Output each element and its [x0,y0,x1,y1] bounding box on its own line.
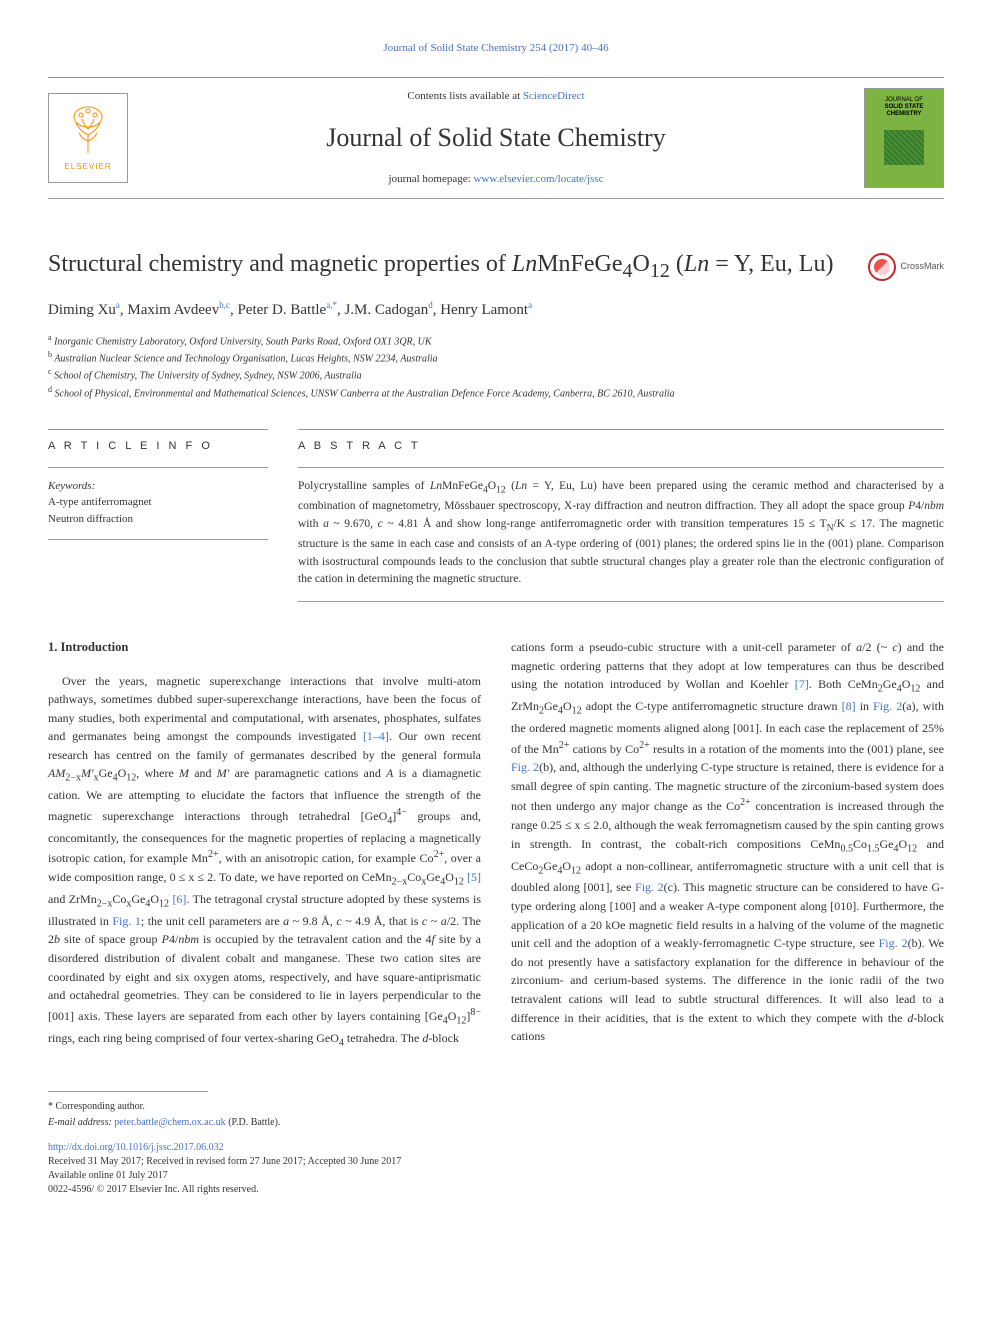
keywords-label: Keywords: [48,478,268,495]
title-row: Structural chemistry and magnetic proper… [48,249,944,284]
elsevier-logo[interactable]: ELSEVIER [48,93,128,183]
article-title: Structural chemistry and magnetic proper… [48,249,852,284]
affiliation-line: b Australian Nuclear Science and Technol… [48,349,944,366]
homepage-link[interactable]: www.elsevier.com/locate/jssc [473,173,603,185]
corresponding-author: * Corresponding author. [48,1100,944,1114]
crossmark-icon [868,253,896,281]
journal-name: Journal of Solid State Chemistry [128,118,864,157]
abstract-heading: A B S T R A C T [298,429,944,455]
affiliation-line: d School of Physical, Environmental and … [48,384,944,401]
received-line: Received 31 May 2017; Received in revise… [48,1155,944,1169]
abstract-column: A B S T R A C T Polycrystalline samples … [298,429,944,602]
elsevier-text: ELSEVIER [64,161,111,173]
cover-graphic-icon [884,130,924,165]
top-journal-link[interactable]: Journal of Solid State Chemistry 254 (20… [48,40,944,57]
abstract-text: Polycrystalline samples of LnMnFeGe4O12 … [298,478,944,603]
body-columns: 1. Introduction Over the years, magnetic… [48,638,944,1050]
keywords-list: A-type antiferromagnetNeutron diffractio… [48,494,268,527]
affiliation-line: c School of Chemistry, The University of… [48,366,944,383]
journal-header: ELSEVIER Contents lists available at Sci… [48,77,944,199]
body-para-1: Over the years, magnetic superexchange i… [48,672,481,1051]
homepage-label: journal homepage: [389,173,474,185]
doi-link[interactable]: http://dx.doi.org/10.1016/j.jssc.2017.06… [48,1140,944,1155]
authors-list: Diming Xua, Maxim Avdeevb,c, Peter D. Ba… [48,299,944,322]
available-line: Available online 01 July 2017 [48,1169,944,1183]
footer: * Corresponding author. E-mail address: … [48,1091,944,1197]
article-info-column: A R T I C L E I N F O Keywords: A-type a… [48,429,268,602]
email-line: E-mail address: peter.battle@chem.ox.ac.… [48,1116,944,1130]
sciencedirect-link[interactable]: ScienceDirect [523,90,585,102]
crossmark-label: CrossMark [900,260,944,274]
body-para-2: cations form a pseudo-cubic structure wi… [511,638,944,1046]
affiliations: a Inorganic Chemistry Laboratory, Oxford… [48,332,944,401]
email-suffix: (P.D. Battle). [226,1117,281,1128]
info-abstract-row: A R T I C L E I N F O Keywords: A-type a… [48,429,944,602]
contents-label: Contents lists available at [407,90,522,102]
intro-heading: 1. Introduction [48,638,481,657]
homepage-line: journal homepage: www.elsevier.com/locat… [128,171,864,188]
email-link[interactable]: peter.battle@chem.ox.ac.uk [114,1117,225,1128]
contents-line: Contents lists available at ScienceDirec… [128,88,864,105]
keyword-item: A-type antiferromagnet [48,494,268,511]
email-label: E-mail address: [48,1117,114,1128]
journal-cover[interactable]: JOURNAL OF SOLID STATE CHEMISTRY [864,88,944,188]
article-info-heading: A R T I C L E I N F O [48,429,268,455]
elsevier-tree-icon [63,102,113,157]
header-center: Contents lists available at ScienceDirec… [128,88,864,188]
crossmark-badge[interactable]: CrossMark [868,253,944,281]
keyword-item: Neutron diffraction [48,511,268,528]
copyright-line: 0022-4596/ © 2017 Elsevier Inc. All righ… [48,1183,944,1197]
cover-title: JOURNAL OF SOLID STATE CHEMISTRY [885,97,924,119]
affiliation-line: a Inorganic Chemistry Laboratory, Oxford… [48,332,944,349]
body-column-left: 1. Introduction Over the years, magnetic… [48,638,481,1050]
body-column-right: cations form a pseudo-cubic structure wi… [511,638,944,1050]
